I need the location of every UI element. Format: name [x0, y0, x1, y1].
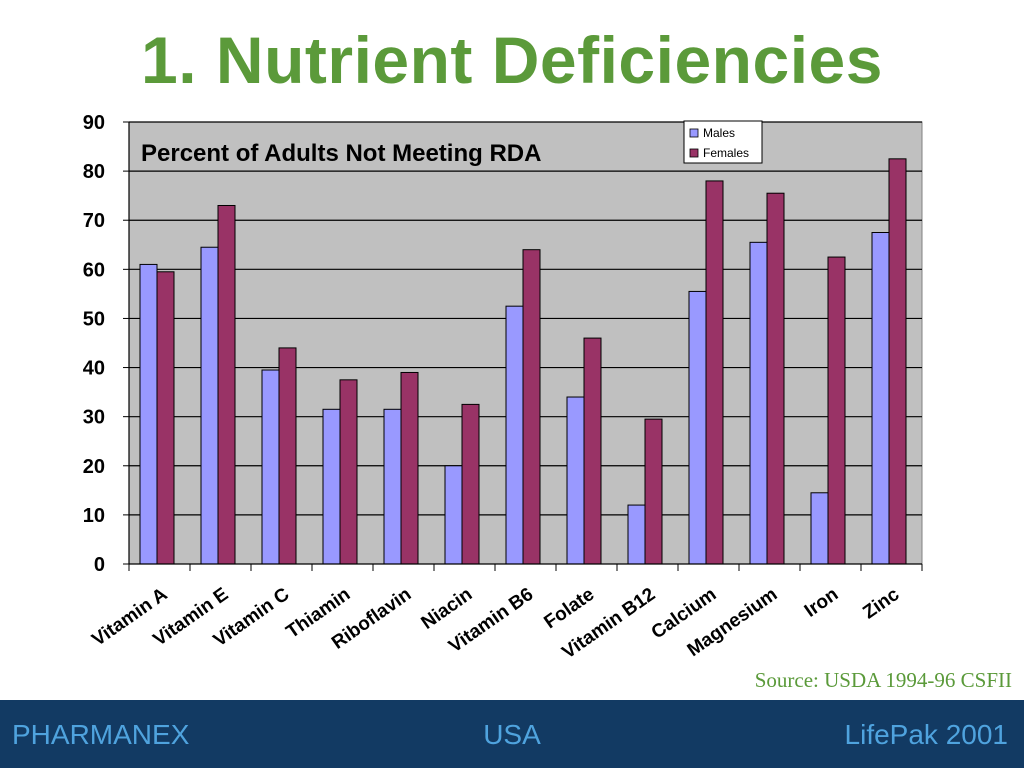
- x-tick-label: Zinc: [859, 584, 903, 624]
- bar-males: [200, 246, 219, 565]
- bar-males: [444, 465, 463, 565]
- legend-swatch: [689, 148, 699, 158]
- bar-females: [705, 180, 724, 565]
- bar-males: [688, 290, 707, 565]
- bar-males: [627, 504, 646, 565]
- y-tick-label: 40: [83, 358, 105, 380]
- chart-legend: Males Females: [683, 120, 763, 164]
- footer-right-text: LifePak 2001: [844, 719, 1008, 750]
- chart-title: Percent of Adults Not Meeting RDA: [141, 140, 541, 167]
- bar-females: [644, 418, 663, 565]
- bar-males: [566, 396, 585, 565]
- bar-females: [766, 192, 785, 565]
- bar-females: [583, 337, 602, 565]
- bar-males: [871, 232, 890, 565]
- bar-males: [383, 408, 402, 565]
- bar-males: [261, 369, 280, 565]
- y-tick-label: 50: [83, 308, 105, 330]
- bar-females: [156, 271, 175, 565]
- bar-males: [505, 305, 524, 565]
- bar-females: [522, 249, 541, 565]
- bar-males: [139, 263, 158, 565]
- y-tick-label: 0: [94, 554, 105, 576]
- bar-females: [400, 371, 419, 565]
- x-tick-label: Iron: [801, 584, 842, 622]
- slide-title: 1. Nutrient Deficiencies: [141, 23, 883, 97]
- footer-center-text: USA: [483, 719, 541, 750]
- bar-females: [217, 204, 236, 565]
- bar-males: [749, 241, 768, 565]
- y-tick-label: 70: [83, 210, 105, 232]
- y-tick-label: 20: [83, 456, 105, 478]
- legend-label: Females: [703, 146, 749, 160]
- bar-males: [322, 408, 341, 565]
- bar-females: [461, 403, 480, 565]
- bar-males: [810, 492, 829, 565]
- y-tick-label: 10: [83, 505, 105, 527]
- footer-bar: PHARMANEX USA LifePak 2001: [0, 700, 1024, 768]
- y-tick-label: 60: [83, 259, 105, 281]
- y-tick-label: 90: [83, 112, 105, 134]
- source-note: Source: USDA 1994-96 CSFII: [754, 668, 1012, 692]
- bar-females: [888, 158, 907, 565]
- legend-swatch: [689, 128, 699, 138]
- y-tick-label: 30: [83, 407, 105, 429]
- bar-females: [339, 379, 358, 565]
- footer-left-text: PHARMANEX: [12, 719, 190, 750]
- legend-label: Males: [703, 126, 735, 140]
- y-tick-label: 80: [83, 161, 105, 183]
- bar-females: [278, 347, 297, 565]
- bar-females: [827, 256, 846, 565]
